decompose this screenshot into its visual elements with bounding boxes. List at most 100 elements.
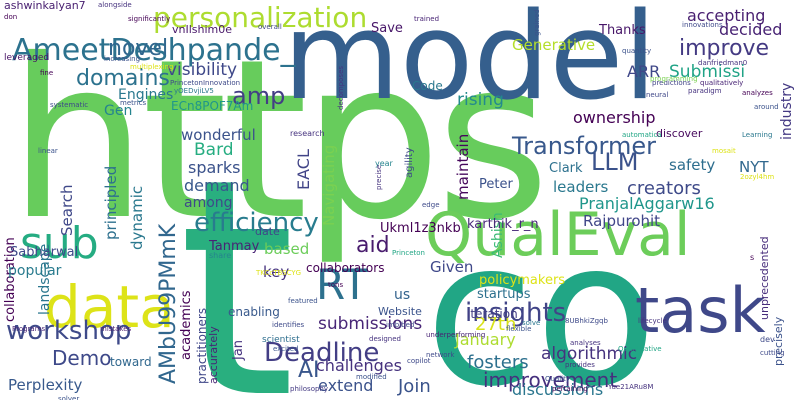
- word: workshop: [6, 316, 132, 346]
- word: alongside: [98, 1, 132, 9]
- word: dynamic: [128, 185, 146, 250]
- word: danfriedman0: [698, 59, 748, 67]
- word: discussions: [512, 380, 604, 399]
- word: Generative: [512, 36, 596, 54]
- word: yOEDvjiLV5: [174, 87, 214, 95]
- word: qualitatively: [700, 79, 744, 87]
- word: Search: [58, 184, 76, 236]
- word: multiplexing: [130, 63, 174, 71]
- word: edge: [422, 201, 440, 209]
- word: flexible: [506, 325, 532, 333]
- word: Submissi: [669, 62, 746, 82]
- word: maintain: [454, 133, 472, 200]
- word: EACL: [294, 149, 313, 190]
- word: ashwinkalyan7: [4, 0, 86, 12]
- word: efficiency: [194, 208, 319, 238]
- word: toward: [110, 355, 152, 369]
- word: modified: [356, 373, 387, 381]
- word: personalization: [153, 1, 368, 34]
- word: imbibed: [386, 321, 415, 329]
- word: Bard: [194, 140, 234, 160]
- word: improvement: [483, 368, 618, 392]
- word: excited: [273, 345, 299, 353]
- word: trained: [414, 15, 440, 23]
- word: designed: [369, 335, 401, 343]
- word: Code: [412, 79, 443, 93]
- word: unprecedented: [758, 236, 771, 320]
- word: policymakers: [479, 273, 566, 288]
- word: PranjalAggarw16: [579, 194, 715, 213]
- word: Programs: [12, 325, 46, 333]
- word: aid: [356, 233, 390, 258]
- word: https: [8, 12, 550, 268]
- word: NYT: [739, 158, 769, 176]
- word: enabling: [228, 305, 280, 319]
- word: Thanks: [599, 23, 646, 38]
- word: Join: [398, 376, 431, 397]
- word: sparks: [188, 158, 241, 177]
- word: solve: [522, 319, 541, 327]
- word: key: [263, 263, 290, 281]
- word: challenges: [316, 356, 402, 375]
- word: agility: [404, 147, 415, 178]
- word: LLM: [591, 148, 639, 176]
- word: research: [290, 129, 325, 138]
- word: us: [394, 287, 411, 303]
- word: solver: [58, 395, 80, 400]
- word: Save: [371, 21, 403, 36]
- word: identifies: [272, 321, 305, 329]
- word: demand: [184, 176, 250, 195]
- word: tons: [328, 281, 344, 289]
- word: algorithmic: [541, 344, 638, 364]
- word: mistakes: [100, 325, 132, 333]
- word: Ukml1z3nkb: [380, 221, 461, 236]
- word: innovations: [682, 21, 723, 29]
- word: systematic: [50, 101, 89, 109]
- word: Transformer: [512, 132, 657, 160]
- word: karthik_r_n: [467, 217, 539, 232]
- word: data: [44, 273, 175, 341]
- word: linear: [38, 147, 58, 155]
- word: novel: [108, 36, 169, 61]
- word: Engines: [118, 87, 174, 103]
- word: RT: [316, 260, 368, 309]
- word: decided: [719, 20, 783, 39]
- word: academics: [179, 290, 194, 360]
- word: underperforming: [426, 331, 486, 339]
- word: ECn8POF7Am: [171, 99, 254, 113]
- word: 2ozyl4hm: [740, 173, 775, 181]
- word: Given: [430, 258, 474, 276]
- word: precise: [375, 164, 383, 190]
- word: t: [178, 115, 296, 400]
- word: date: [255, 225, 280, 238]
- word: analyzes: [742, 89, 773, 97]
- word: AmeetDeshpande_: [12, 33, 296, 68]
- word: cutting: [760, 349, 785, 357]
- word: Yue21ARu8M: [608, 383, 654, 391]
- word: featured: [288, 297, 318, 305]
- word: automatica: [622, 131, 662, 139]
- word: accurately: [207, 326, 220, 384]
- word: fosters: [467, 352, 529, 373]
- word: startups: [477, 287, 531, 302]
- word: increasing: [104, 55, 141, 63]
- word: Deadline: [264, 338, 380, 368]
- word: principled: [102, 165, 120, 240]
- word: vnIlshim0e: [172, 23, 233, 36]
- word: year: [375, 159, 393, 168]
- word: don: [4, 13, 18, 21]
- word: sub: [20, 218, 99, 269]
- word: PrincetonInnovation: [170, 79, 241, 87]
- word: overall: [258, 23, 282, 31]
- word: fine: [40, 69, 54, 77]
- word: domains: [76, 66, 170, 91]
- word: AMbU99PMmK: [156, 223, 181, 384]
- word: Perplexity: [8, 376, 83, 394]
- word: pertaining: [552, 385, 588, 393]
- word: creators: [627, 178, 701, 199]
- word: Quantitative: [618, 345, 662, 353]
- word: lifecycle: [638, 317, 667, 325]
- word: around: [754, 103, 779, 111]
- word: TKCcTBSCYG: [256, 269, 302, 277]
- word: mosait: [712, 147, 736, 155]
